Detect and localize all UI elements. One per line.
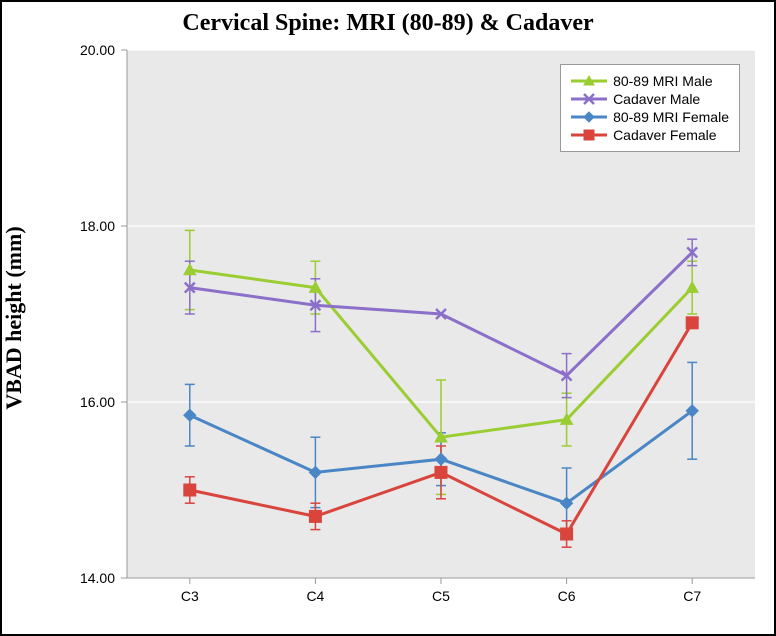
legend-swatch xyxy=(571,110,607,124)
x-tick-label: C5 xyxy=(432,588,450,604)
legend-row: 80-89 MRI Male xyxy=(571,73,729,89)
legend-label: 80-89 MRI Female xyxy=(613,109,729,125)
legend-label: Cadaver Male xyxy=(613,91,700,107)
y-tick-label: 20.00 xyxy=(80,42,115,58)
legend-swatch xyxy=(571,92,607,106)
y-tick-label: 16.00 xyxy=(80,394,115,410)
legend-row: 80-89 MRI Female xyxy=(571,109,729,125)
legend-label: 80-89 MRI Male xyxy=(613,73,713,89)
legend: 80-89 MRI Male Cadaver Male 80-89 MRI Fema… xyxy=(560,64,740,152)
chart-container: Cervical Spine: MRI (80-89) & Cadaver VB… xyxy=(0,0,776,636)
legend-swatch xyxy=(571,74,607,88)
y-tick-label: 14.00 xyxy=(80,570,115,586)
x-tick-label: C6 xyxy=(558,588,576,604)
chart-title: Cervical Spine: MRI (80-89) & Cadaver xyxy=(2,10,774,37)
x-tick-label: C7 xyxy=(683,588,701,604)
y-axis-label: VBAD height (mm) xyxy=(1,226,27,409)
y-tick-label: 18.00 xyxy=(80,218,115,234)
x-tick-label: C4 xyxy=(306,588,324,604)
legend-row: Cadaver Female xyxy=(571,127,729,143)
legend-swatch xyxy=(571,128,607,142)
legend-row: Cadaver Male xyxy=(571,91,729,107)
legend-label: Cadaver Female xyxy=(613,127,717,143)
x-tick-label: C3 xyxy=(181,588,199,604)
